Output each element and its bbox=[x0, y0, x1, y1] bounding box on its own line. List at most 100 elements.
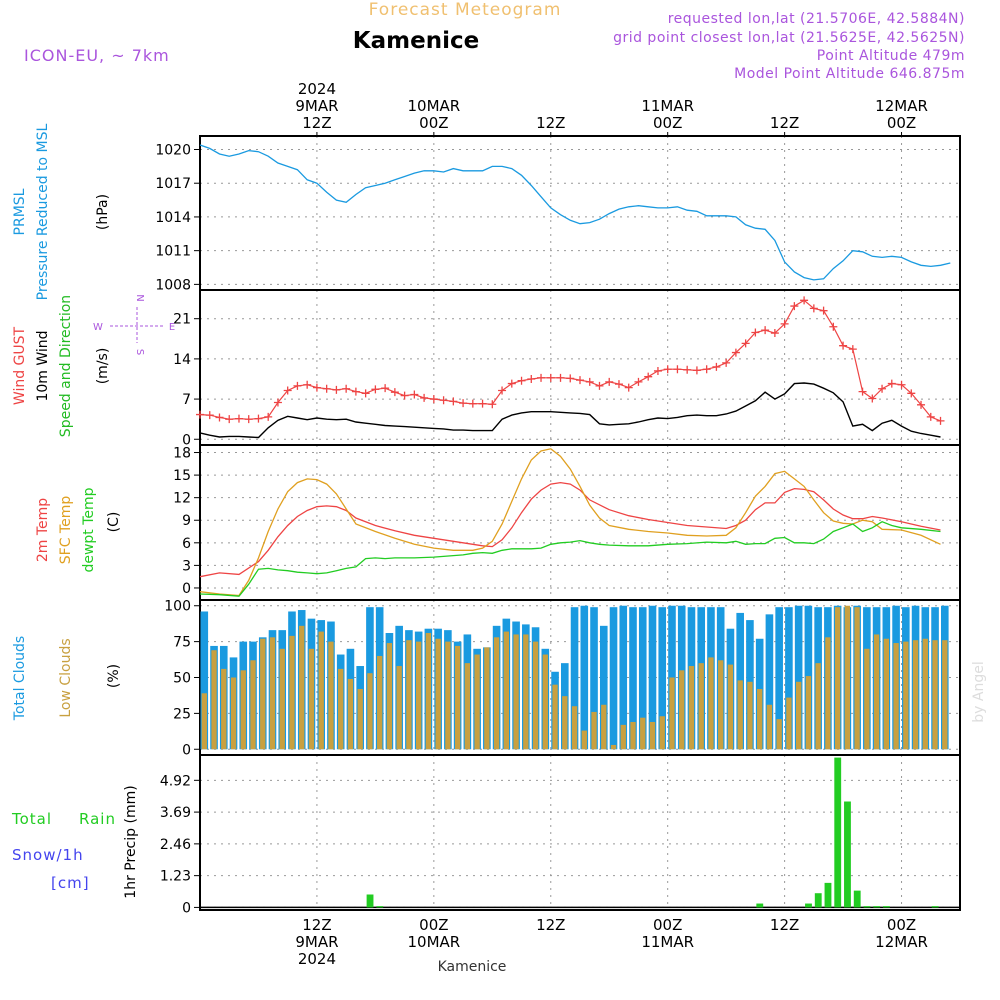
series-line-2m-temp bbox=[199, 481, 941, 578]
gust-marker bbox=[712, 362, 721, 371]
precip-bar bbox=[814, 893, 822, 908]
clouds-label-1: Total Clouds bbox=[12, 636, 28, 721]
time-label-bottom: 12Z bbox=[770, 916, 799, 934]
gust-marker bbox=[692, 366, 701, 375]
gust-marker bbox=[878, 384, 887, 393]
total-cloud-bar bbox=[785, 607, 793, 750]
low-cloud-bar bbox=[571, 706, 578, 750]
gust-marker bbox=[283, 386, 292, 395]
precip-bar bbox=[824, 882, 832, 908]
gust-marker bbox=[839, 341, 848, 350]
gust-marker bbox=[322, 384, 331, 393]
compass-rose: N S W E bbox=[93, 294, 175, 355]
ytick-label: 75 bbox=[173, 635, 191, 651]
time-label-bottom: 00Z bbox=[419, 916, 448, 934]
ytick-label: 7 bbox=[182, 392, 191, 408]
total-cloud-bar bbox=[638, 607, 647, 750]
time-label-bottom: 00Z bbox=[887, 916, 916, 934]
gust-marker bbox=[225, 415, 234, 424]
low-cloud-bar bbox=[883, 638, 889, 750]
gust-marker bbox=[361, 389, 370, 398]
temp-label-2: SFC Temp bbox=[58, 496, 74, 565]
model-altitude: Model Point Altitude 646.875m bbox=[734, 66, 965, 82]
low-cloud-bar bbox=[445, 641, 451, 750]
gust-marker bbox=[751, 328, 760, 337]
time-label-top: 9MAR bbox=[295, 97, 338, 115]
point-altitude: Point Altitude 479m bbox=[817, 48, 965, 64]
pressure-label-2: Pressure Reduced to MSL bbox=[35, 123, 51, 300]
precip-snow-label: Snow/1h bbox=[12, 846, 84, 864]
time-label-bottom: 12Z bbox=[536, 916, 565, 934]
time-label-bottom: 2024 bbox=[298, 950, 336, 968]
gust-marker bbox=[585, 377, 594, 386]
wind-unit: (m/s) bbox=[95, 348, 111, 385]
low-cloud-bar bbox=[484, 647, 490, 750]
low-cloud-bar bbox=[474, 654, 480, 750]
gust-marker bbox=[624, 383, 633, 392]
precip-rain-label: Rain bbox=[79, 810, 116, 828]
time-label-bottom: 10MAR bbox=[407, 933, 460, 951]
low-cloud-bar bbox=[221, 668, 227, 750]
gust-marker bbox=[342, 384, 351, 393]
low-cloud-bar bbox=[708, 657, 714, 750]
low-cloud-bar bbox=[912, 640, 919, 750]
time-label-bottom: 12MAR bbox=[875, 933, 928, 951]
gust-marker bbox=[410, 390, 419, 399]
gust-marker bbox=[731, 348, 740, 357]
low-cloud-bar bbox=[873, 634, 880, 750]
ytick-label: 0 bbox=[182, 432, 191, 448]
time-label-bottom: 11MAR bbox=[641, 933, 694, 951]
low-cloud-bar bbox=[211, 650, 217, 750]
gust-marker bbox=[234, 414, 243, 423]
gust-marker bbox=[273, 398, 282, 407]
model-name: ICON-EU, ~ 7km bbox=[24, 46, 170, 65]
low-cloud-bar bbox=[289, 635, 295, 750]
gust-marker bbox=[722, 358, 731, 367]
low-cloud-bar bbox=[688, 666, 695, 750]
series-line-sfc-temp bbox=[199, 448, 941, 597]
gust-marker bbox=[196, 410, 204, 419]
low-cloud-bar bbox=[396, 666, 402, 750]
ytick-label: 1.23 bbox=[160, 869, 191, 885]
footer-location: Kamenice bbox=[438, 959, 507, 975]
ytick-label: 12 bbox=[173, 491, 191, 507]
gust-marker bbox=[634, 377, 643, 386]
total-cloud-bar bbox=[765, 614, 774, 750]
gust-marker bbox=[439, 396, 448, 405]
precip-ylabel: 1hr Precip (mm) bbox=[123, 785, 139, 898]
low-cloud-bar bbox=[679, 670, 685, 750]
ytick-label: 14 bbox=[173, 352, 191, 368]
gust-marker bbox=[897, 380, 906, 389]
gust-marker bbox=[400, 391, 409, 400]
gust-marker bbox=[683, 365, 692, 374]
low-cloud-bar bbox=[795, 681, 802, 750]
gust-marker bbox=[770, 329, 779, 338]
precip-bar bbox=[834, 757, 842, 908]
low-cloud-bar bbox=[698, 663, 704, 750]
gust-marker bbox=[381, 384, 390, 393]
low-cloud-bar bbox=[737, 680, 743, 750]
gust-marker bbox=[673, 365, 682, 374]
gust-marker bbox=[546, 373, 555, 382]
low-cloud-bar bbox=[552, 684, 558, 750]
low-cloud-bar bbox=[357, 688, 363, 750]
low-cloud-bar bbox=[201, 693, 207, 750]
low-cloud-bar bbox=[269, 637, 276, 750]
gust-marker bbox=[614, 380, 623, 389]
gust-marker bbox=[215, 413, 224, 422]
gust-marker bbox=[653, 366, 662, 375]
temp-label-3: dewpt Temp bbox=[81, 487, 97, 572]
ytick-label: 0 bbox=[182, 742, 191, 758]
series-line-10m-wind bbox=[199, 382, 941, 439]
low-cloud-bar bbox=[425, 633, 432, 750]
ytick-label: 100 bbox=[164, 599, 191, 615]
gust-marker bbox=[576, 376, 584, 385]
low-cloud-bar bbox=[630, 721, 636, 750]
total-cloud-bar bbox=[658, 607, 667, 750]
ytick-label: 0 bbox=[182, 900, 191, 916]
total-cloud-bar bbox=[609, 607, 618, 750]
low-cloud-bar bbox=[347, 678, 354, 750]
pressure-label-1: PRMSL bbox=[12, 188, 28, 235]
pressure-unit: (hPa) bbox=[95, 194, 111, 230]
